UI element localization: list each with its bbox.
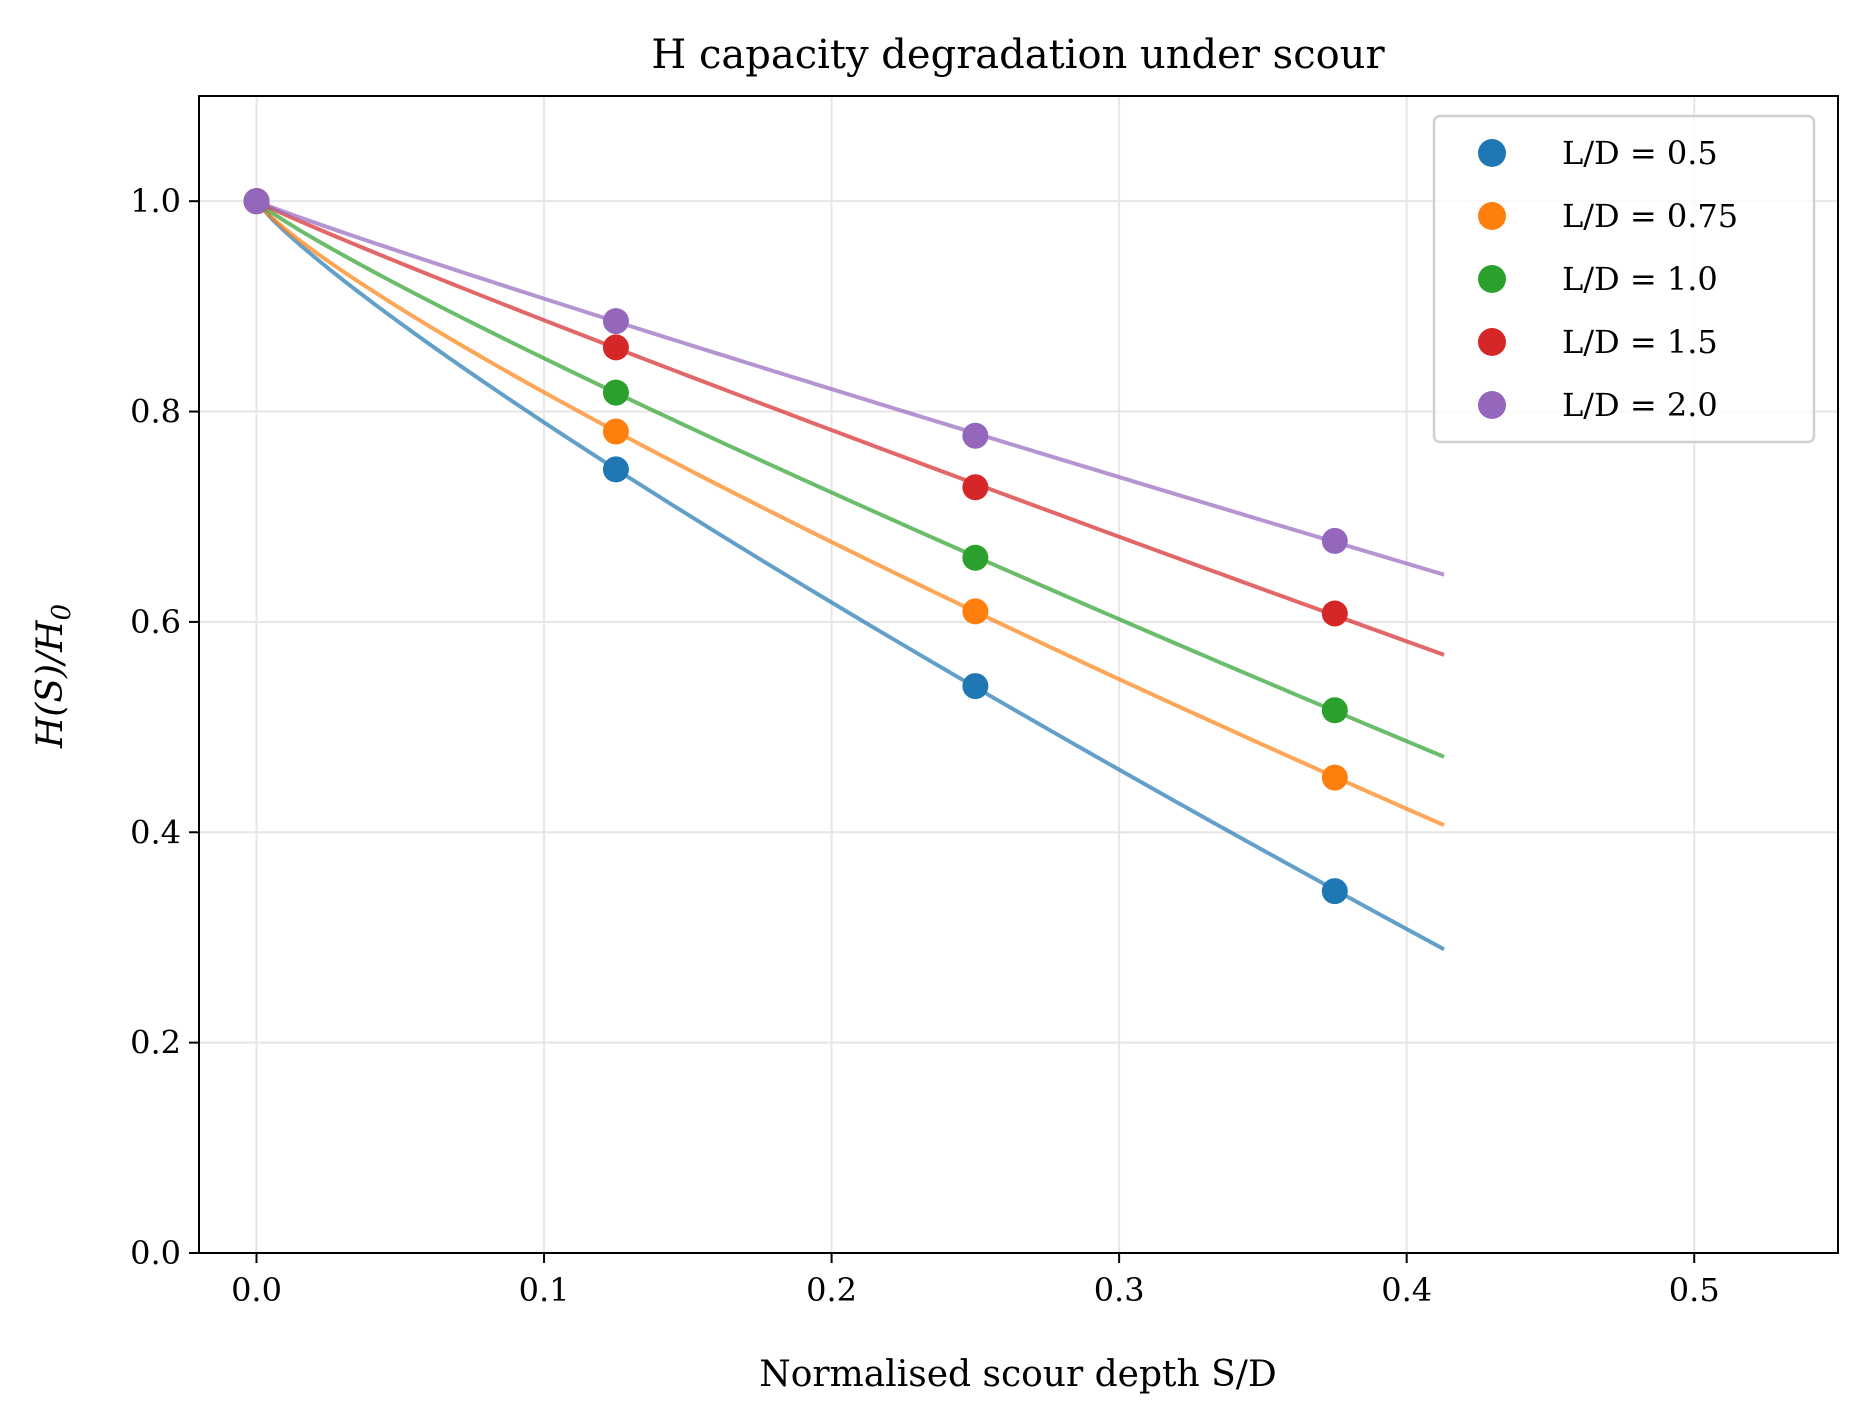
data-point-series-3 bbox=[602, 379, 629, 406]
series-line-5 bbox=[255, 199, 1445, 577]
legend-marker bbox=[1478, 202, 1506, 230]
data-point-series-4 bbox=[602, 334, 629, 361]
x-tick-label: 0.0 bbox=[231, 1271, 282, 1309]
series-line-2 bbox=[255, 199, 1445, 828]
x-axis-label: Normalised scour depth S/D bbox=[759, 1354, 1277, 1395]
y-axis-label-main: H(S)/H bbox=[30, 620, 71, 749]
y-tick-label: 0.6 bbox=[130, 603, 181, 641]
y-tick-label: 0.8 bbox=[130, 393, 181, 431]
x-tick-label: 0.5 bbox=[1669, 1271, 1720, 1309]
data-point-series-4 bbox=[1321, 600, 1348, 627]
data-point-series-5 bbox=[243, 188, 270, 215]
data-point-series-1 bbox=[962, 673, 989, 700]
data-point-series-2 bbox=[1321, 764, 1348, 791]
legend-marker bbox=[1478, 391, 1506, 419]
legend-marker bbox=[1478, 328, 1506, 356]
x-tick-label: 0.2 bbox=[806, 1271, 857, 1309]
legend-label: L/D = 1.5 bbox=[1562, 323, 1718, 361]
data-point-series-1 bbox=[602, 456, 629, 483]
data-point-series-5 bbox=[1321, 527, 1348, 554]
x-tick-label: 0.1 bbox=[519, 1271, 570, 1309]
legend-marker bbox=[1478, 139, 1506, 167]
legend-label: L/D = 0.75 bbox=[1562, 197, 1738, 235]
data-point-series-4 bbox=[962, 474, 989, 501]
plot-frame bbox=[198, 95, 1839, 1254]
y-axis-label: H(S)/H0 bbox=[30, 604, 77, 749]
y-axis-ticks: 0.0 0.2 0.4 0.6 0.8 1.0 bbox=[130, 182, 199, 1272]
legend-marker bbox=[1478, 265, 1506, 293]
series-line-4 bbox=[255, 199, 1445, 657]
data-point-series-1 bbox=[1321, 878, 1348, 905]
legend-box bbox=[1432, 114, 1816, 444]
series-markers bbox=[243, 188, 1348, 905]
legend: L/D = 0.5 L/D = 0.75 L/D = 1.0 L/D = 1.5 L/D… bbox=[1432, 114, 1816, 444]
data-point-series-3 bbox=[1321, 697, 1348, 724]
y-tick-label: 1.0 bbox=[130, 182, 181, 220]
data-point-series-5 bbox=[962, 422, 989, 449]
y-axis-label-subscript: 0 bbox=[47, 604, 77, 621]
y-tick-label: 0.2 bbox=[130, 1024, 181, 1062]
series-line-1 bbox=[254, 199, 1446, 952]
legend-label: L/D = 0.5 bbox=[1562, 134, 1718, 172]
y-tick-label: 0.0 bbox=[130, 1234, 181, 1272]
data-point-series-2 bbox=[962, 598, 989, 625]
data-point-series-3 bbox=[962, 544, 989, 571]
x-tick-label: 0.4 bbox=[1381, 1271, 1432, 1309]
x-tick-label: 0.3 bbox=[1094, 1271, 1145, 1309]
chart-title: H capacity degradation under scour bbox=[651, 32, 1385, 78]
series-line-3 bbox=[255, 199, 1445, 759]
data-point-series-5 bbox=[602, 308, 629, 335]
legend-label: L/D = 2.0 bbox=[1562, 386, 1718, 424]
data-point-series-2 bbox=[602, 418, 629, 445]
y-tick-label: 0.4 bbox=[130, 813, 181, 851]
x-axis-ticks: 0.0 0.1 0.2 0.3 0.4 0.5 bbox=[231, 1253, 1720, 1309]
series-curves bbox=[254, 199, 1446, 952]
legend-label: L/D = 1.0 bbox=[1562, 260, 1718, 298]
